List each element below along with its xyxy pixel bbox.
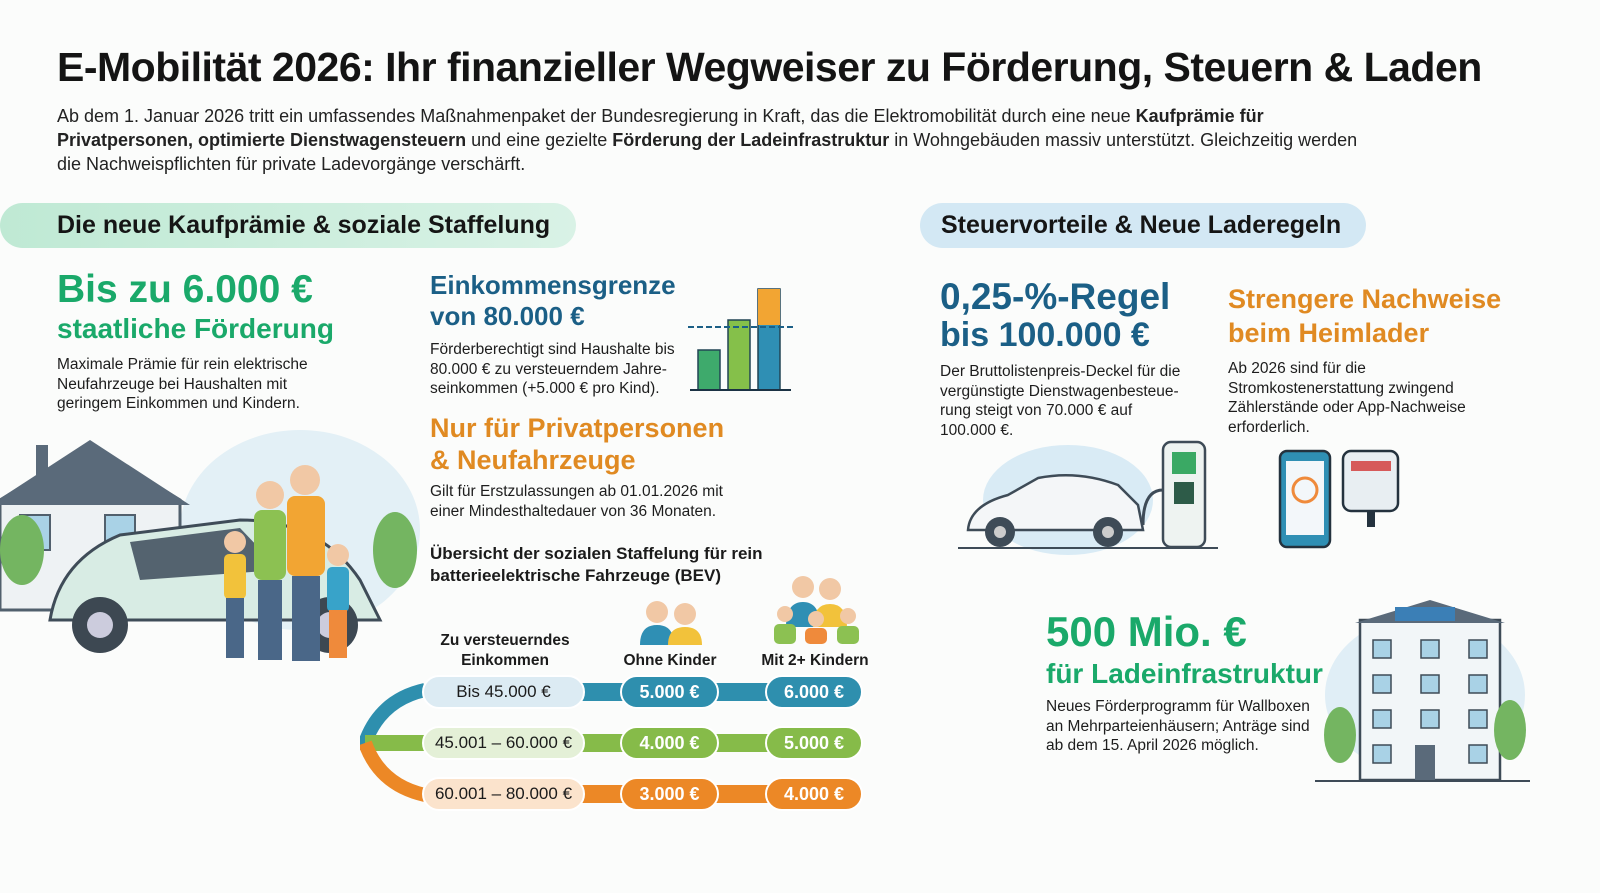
income-limit-headline: Einkommensgrenze bbox=[430, 270, 676, 300]
phone-meter-icon bbox=[1278, 449, 1400, 549]
column-header-income: Zu versteuerndes Einkommen bbox=[440, 632, 570, 669]
proof-headline-2: beim Heimlader bbox=[1228, 318, 1430, 348]
income-cell: Bis 45.000 € bbox=[422, 675, 585, 709]
no-children-amount: 3.000 € bbox=[620, 777, 719, 811]
income-limit-text: Förderberechtigt sind Haushalte bis 80.0… bbox=[430, 341, 675, 397]
max-premium-headline: Bis zu 6.000 € bbox=[57, 268, 313, 311]
intro-text: Ab dem 1. Januar 2026 tritt ein umfassen… bbox=[57, 104, 1377, 176]
table-title: Übersicht der sozialen Staffelung für re… bbox=[430, 544, 763, 585]
intro-part: und eine gezielte bbox=[466, 130, 613, 150]
no-children-amount: 5.000 € bbox=[620, 675, 719, 709]
intro-part: in Wohngebäuden massiv unterstützt. Glei… bbox=[57, 130, 1358, 174]
tax-rule-headline: 0,25-%-Regel bbox=[940, 276, 1171, 317]
apartment-building-illustration bbox=[1315, 600, 1530, 782]
intro-part: Ab dem 1. Januar 2026 tritt ein umfassen… bbox=[57, 106, 1136, 126]
max-premium-text: Maximale Prämie für rein elektrische Neu… bbox=[57, 356, 308, 412]
tax-rule-value: bis 100.000 € bbox=[940, 316, 1150, 354]
with-children-amount: 6.000 € bbox=[765, 675, 863, 709]
intro-bold: Förderung der Ladeinfrastruktur bbox=[612, 130, 890, 150]
column-header-no-children: Ohne Kinder bbox=[623, 652, 717, 669]
couple-icon bbox=[640, 601, 702, 645]
flow-arrow-connector bbox=[360, 683, 427, 802]
private-text: Gilt für Erstzulassungen ab 01.01.2026 m… bbox=[430, 483, 723, 520]
tax-rule-text: Der Bruttolistenpreis-Deckel für die ver… bbox=[940, 363, 1181, 439]
infra-text: Neues Förderprogramm für Wallboxen an Me… bbox=[1046, 698, 1310, 754]
bar-chart-icon bbox=[688, 288, 793, 391]
intro-bold: Kaufprämie für Privatpersonen, optimiert… bbox=[57, 106, 1264, 150]
section-heading-right: Steuervorteile & Neue Laderegeln bbox=[920, 203, 1366, 248]
proof-text: Ab 2026 sind für die Stromkostenerstattu… bbox=[1228, 360, 1466, 436]
family-car-illustration bbox=[0, 430, 420, 661]
with-children-amount: 4.000 € bbox=[765, 777, 863, 811]
column-header-children: Mit 2+ Kindern bbox=[761, 652, 869, 669]
infra-headline: 500 Mio. € bbox=[1046, 608, 1247, 655]
income-limit-value: von 80.000 € bbox=[430, 301, 585, 331]
with-children-amount: 5.000 € bbox=[765, 726, 863, 760]
no-children-amount: 4.000 € bbox=[620, 726, 719, 760]
section-heading-left: Die neue Kaufprämie & soziale Staffelung bbox=[0, 203, 576, 248]
car-charging-station-illustration bbox=[958, 440, 1218, 555]
income-cell: 60.001 – 80.000 € bbox=[422, 777, 585, 811]
page-title: E-Mobilität 2026: Ihr finanzieller Wegwe… bbox=[57, 44, 1482, 90]
private-headline: Nur für Privatpersonen bbox=[430, 413, 725, 443]
infra-sub: für Ladeinfrastruktur bbox=[1046, 658, 1323, 689]
private-headline-2: & Neufahrzeuge bbox=[430, 445, 636, 475]
proof-headline: Strengere Nachweise bbox=[1228, 284, 1502, 314]
income-cell: 45.001 – 60.000 € bbox=[422, 726, 585, 760]
max-premium-sub: staatliche Förderung bbox=[57, 313, 334, 344]
family-icon bbox=[774, 576, 859, 644]
